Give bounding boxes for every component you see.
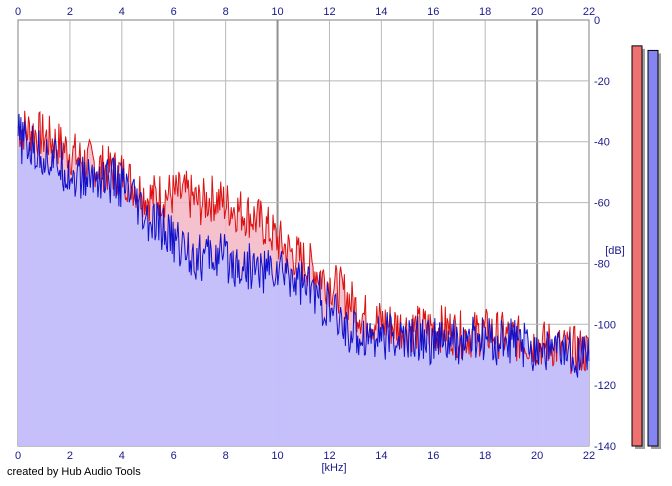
series-areas (18, 110, 589, 447)
x-tick-label-top: 12 (323, 6, 335, 18)
series-lines (17, 110, 590, 378)
x-tick-label-bottom: 14 (375, 450, 387, 462)
credit-text: created by Hub Audio Tools (7, 466, 141, 478)
x-tick-label-top: 4 (119, 6, 125, 18)
x-tick-label-bottom: 0 (15, 450, 21, 462)
x-tick-label-top: 6 (171, 6, 177, 18)
series-line-1 (17, 110, 590, 375)
y-tick-label: -140 (594, 441, 616, 453)
x-tick-label-top: 22 (583, 6, 595, 18)
x-tick-label-bottom: 4 (119, 450, 125, 462)
series-area-2 (18, 114, 589, 446)
x-tick-label-bottom: 22 (583, 450, 595, 462)
y-ticks: 0 -20 -40 -60 -80 -100 -120 -140 (594, 15, 616, 453)
x-ticks-bottom: 0 2 4 6 8 10 12 14 16 18 20 22 (15, 450, 595, 462)
y-axis-label: [dB] (605, 245, 625, 257)
x-tick-label-bottom: 2 (67, 450, 73, 462)
y-tick-label: -20 (594, 76, 610, 88)
level-meters (631, 45, 661, 450)
x-axis-label: [kHz] (321, 462, 346, 474)
y-tick-label: -80 (594, 258, 610, 270)
x-tick-label-top: 18 (479, 6, 491, 18)
x-tick-label-bottom: 16 (427, 450, 439, 462)
x-tick-label-top: 2 (67, 6, 73, 18)
y-tick-label: -120 (594, 380, 616, 392)
x-tick-label-bottom: 6 (171, 450, 177, 462)
x-tick-label-top: 10 (271, 6, 283, 18)
x-tick-label-bottom: 10 (271, 450, 283, 462)
x-tick-label-bottom: 12 (323, 450, 335, 462)
level-meter-2 (647, 49, 659, 447)
y-tick-label: -100 (594, 319, 616, 331)
x-tick-label-bottom: 8 (223, 450, 229, 462)
x-tick-label-top: 14 (375, 6, 387, 18)
series-line-2 (17, 113, 590, 378)
y-tick-label: 0 (594, 15, 600, 27)
x-tick-label-top: 16 (427, 6, 439, 18)
x-tick-label-bottom: 18 (479, 450, 491, 462)
x-ticks-top: 0 2 4 6 8 10 12 14 16 18 20 22 (15, 6, 595, 18)
x-tick-label-bottom: 20 (531, 450, 543, 462)
x-tick-label-top: 8 (223, 6, 229, 18)
y-tick-label: -60 (594, 198, 610, 210)
x-tick-label-top: 20 (531, 6, 543, 18)
y-tick-label: -40 (594, 137, 610, 149)
level-meter-1 (631, 45, 643, 447)
x-tick-label-top: 0 (15, 6, 21, 18)
